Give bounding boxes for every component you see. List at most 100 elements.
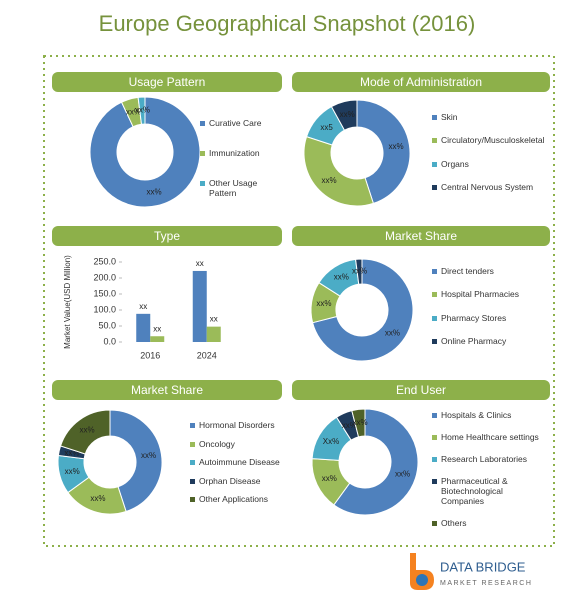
data-label: xx% xyxy=(141,451,156,460)
x-tick-label: 2016 xyxy=(140,350,160,360)
legend-item: Autoimmune Disease xyxy=(190,457,285,467)
data-label: xx5 xyxy=(320,123,333,132)
data-label: xx% xyxy=(322,474,337,483)
bar xyxy=(206,326,221,342)
legend-swatch xyxy=(432,161,437,167)
donut-slice xyxy=(333,408,419,516)
legend-label: Central Nervous System xyxy=(441,181,534,192)
donut-slice xyxy=(311,258,414,362)
legend-swatch xyxy=(432,338,437,344)
legend-item: Direct tenders xyxy=(432,266,544,276)
legend-item: Central Nervous System xyxy=(432,182,547,192)
bar xyxy=(192,270,207,342)
donut-slice xyxy=(355,258,363,285)
logo-tagline: MARKET RESEARCH xyxy=(440,580,532,587)
legend-swatch xyxy=(432,457,437,462)
data-label: xx% xyxy=(388,142,403,151)
legend: Hormonal Disorders Oncology Autoimmune Dis… xyxy=(190,420,285,504)
data-label: Xx% xyxy=(323,437,339,446)
legend-swatch xyxy=(432,413,437,418)
legend-label: Other Applications xyxy=(199,494,268,504)
legend-item: Circulatory/Musculoskeletal xyxy=(432,135,547,145)
y-tick-label: 150.0 xyxy=(93,288,116,298)
legend-item: Other Applications xyxy=(190,494,285,504)
legend-swatch xyxy=(190,478,195,484)
data-label: xx% xyxy=(342,421,357,430)
y-tick-label: 100.0 xyxy=(93,304,116,314)
bar xyxy=(136,313,151,342)
legend-item: Immunization xyxy=(200,148,285,158)
y-tick-label: 0.0 xyxy=(103,336,116,346)
legend-item: Pharmaceutical & Biotechnological Compan… xyxy=(432,476,547,506)
data-label: xx% xyxy=(65,467,80,476)
legend-label: Hospitals & Clinics xyxy=(441,410,512,420)
legend-label: Circulatory/Musculoskeletal xyxy=(441,135,545,146)
data-label: xx% xyxy=(322,176,337,185)
legend-swatch xyxy=(190,423,195,428)
data-label: xx% xyxy=(146,188,161,197)
legend-item: Hospital Pharmacies xyxy=(432,289,544,299)
legend-swatch xyxy=(432,435,437,440)
donut-slice xyxy=(137,96,146,125)
legend-item: Skin xyxy=(432,112,547,122)
logo-mark-dot xyxy=(416,574,428,586)
legend-label: Organs xyxy=(441,158,469,169)
logo: DATA BRIDGE MARKET RESEARCH xyxy=(410,553,532,590)
legend-item: Pharmacy Stores xyxy=(432,313,544,323)
legend-swatch xyxy=(432,521,437,526)
bar xyxy=(150,336,165,342)
data-label: xx xyxy=(196,259,204,268)
legend-label: Orphan Disease xyxy=(199,475,261,486)
legend: Direct tenders Hospital Pharmacies Pharmac… xyxy=(432,266,544,346)
legend-item: Hospitals & Clinics xyxy=(432,410,547,420)
donut-slice xyxy=(59,409,111,455)
panel-title: End User xyxy=(396,383,446,397)
legend-swatch xyxy=(432,138,437,144)
panel-title: Mode of Administration xyxy=(360,75,482,89)
panel-header xyxy=(52,380,282,400)
legend-label: Skin xyxy=(441,112,458,122)
page-title: Europe Geographical Snapshot (2016) xyxy=(99,11,476,36)
panel-title: Type xyxy=(154,229,180,243)
legend-label: Pharmaceutical & Biotechnological Compan… xyxy=(441,476,508,506)
data-label: xx% xyxy=(385,329,400,338)
legend-swatch xyxy=(200,181,205,186)
legend-box: Skin Circulatory/Musculoskeletal Organs Cen… xyxy=(432,112,547,192)
legend-swatch xyxy=(432,269,437,274)
legend-label: Curative Care xyxy=(209,118,262,128)
legend-item: Organs xyxy=(432,159,547,169)
panel-title: Market Share xyxy=(131,383,203,397)
legend-label: Oncology xyxy=(199,438,235,449)
data-label: xx% xyxy=(334,273,349,282)
donut-slice xyxy=(330,99,358,131)
data-label: xx% xyxy=(126,107,141,116)
legend-swatch xyxy=(200,121,205,126)
data-label: xx% xyxy=(340,110,355,119)
legend-swatch xyxy=(190,460,195,465)
data-label: xx% xyxy=(316,299,331,308)
legend-swatch xyxy=(432,479,437,484)
data-label: xx xyxy=(153,324,161,333)
panel-header xyxy=(292,226,550,246)
legend-swatch xyxy=(190,441,195,447)
y-axis-label: Market Value(USD Million) xyxy=(63,255,72,349)
legend-label: Hormonal Disorders xyxy=(199,420,275,430)
legend-label: Other Usage Pattern xyxy=(209,178,258,198)
data-label: xx% xyxy=(80,426,95,435)
legend-swatch xyxy=(432,115,437,120)
legend-box: Direct tenders Hospital Pharmacies Pharmac… xyxy=(432,266,544,346)
panel-header xyxy=(52,72,282,92)
legend-item: Oncology xyxy=(190,439,285,449)
legend-swatch xyxy=(432,315,437,321)
legend-label: Hospital Pharmacies xyxy=(441,289,519,300)
legend-label: Pharmacy Stores xyxy=(441,312,507,323)
legend-item: Other Usage Pattern xyxy=(200,178,285,198)
panel-header xyxy=(52,226,282,246)
legend-item: Orphan Disease xyxy=(190,476,285,486)
legend: Skin Circulatory/Musculoskeletal Organs Cen… xyxy=(432,112,547,192)
data-label: xx% xyxy=(352,418,367,427)
legend-label: Home Healthcare settings xyxy=(441,432,539,442)
y-tick-label: 200.0 xyxy=(93,272,116,282)
legend-label: Online Pharmacy xyxy=(441,335,507,346)
